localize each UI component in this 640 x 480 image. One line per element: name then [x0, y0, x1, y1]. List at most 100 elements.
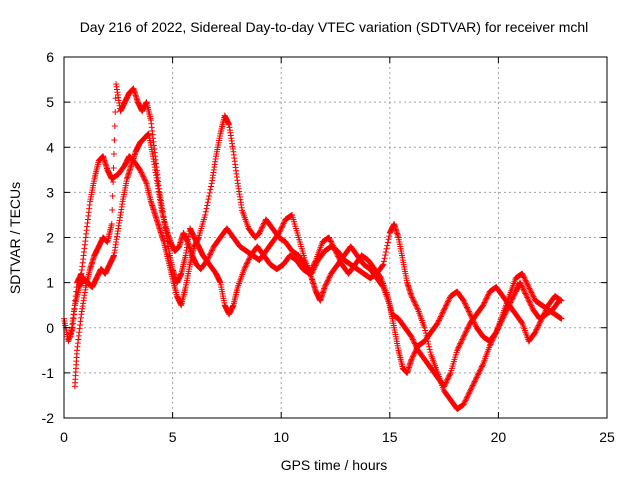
data-point [202, 208, 209, 215]
data-point [465, 324, 472, 331]
data-point [510, 294, 517, 301]
data-point [461, 332, 468, 339]
data-point [523, 280, 530, 287]
data-point [206, 189, 213, 196]
data-point [412, 301, 419, 308]
data-point [478, 363, 485, 370]
data-point [484, 292, 491, 299]
data-point [444, 299, 451, 306]
data-point [326, 273, 333, 280]
data-point [446, 295, 453, 302]
data-point [410, 337, 417, 344]
data-point [337, 258, 344, 265]
data-point [324, 278, 331, 285]
data-point [543, 306, 550, 313]
data-point [558, 297, 565, 304]
data-point [460, 333, 467, 340]
data-point [458, 339, 465, 346]
data-point [457, 340, 464, 347]
data-point [478, 364, 485, 371]
data-point [110, 151, 117, 158]
data-point [108, 220, 115, 227]
data-point [206, 192, 213, 199]
data-point [467, 311, 474, 318]
data-point [410, 352, 417, 359]
data-point [442, 380, 449, 387]
data-point [413, 303, 420, 310]
data-point [475, 370, 482, 377]
data-point [426, 343, 433, 350]
data-point [110, 165, 117, 172]
data-point [137, 168, 144, 175]
axis-ticks [63, 56, 608, 419]
data-point [259, 224, 266, 231]
data-point [204, 202, 211, 209]
x-axis-label: GPS time / hours [281, 457, 388, 473]
data-point [411, 339, 418, 346]
data-point [461, 299, 468, 306]
data-point [307, 269, 314, 276]
data-point [206, 251, 213, 258]
data-point [474, 373, 481, 380]
data-point [408, 293, 415, 300]
data-point [465, 390, 472, 397]
data-point [519, 271, 526, 278]
data-point [138, 169, 145, 176]
data-point [471, 378, 478, 385]
data-point [384, 239, 391, 246]
data-point [463, 304, 470, 311]
grid-lines [64, 57, 607, 418]
data-point [435, 317, 442, 324]
data-point [464, 305, 471, 312]
data-point [306, 270, 313, 277]
data-point [381, 255, 388, 262]
data-point [256, 229, 263, 236]
data-point [422, 327, 429, 334]
data-point [542, 307, 549, 314]
data-point [241, 266, 248, 273]
x-tick-label: 20 [491, 429, 507, 445]
data-point [539, 314, 546, 321]
data-point [529, 290, 536, 297]
data-point [326, 274, 333, 281]
data-point [477, 366, 484, 373]
data-point [524, 281, 531, 288]
data-point [534, 325, 541, 332]
data-point [540, 313, 547, 320]
data-point [460, 297, 467, 304]
data-point [426, 346, 433, 353]
data-point [532, 327, 539, 334]
data-point [558, 315, 565, 322]
data-point [111, 123, 118, 130]
data-point [467, 386, 474, 393]
y-tick-label: -2 [42, 410, 55, 426]
data-point [409, 294, 416, 301]
data-point [526, 299, 533, 306]
y-tick-label: -1 [42, 365, 55, 381]
data-point [524, 294, 531, 301]
data-point [276, 228, 283, 235]
data-point [409, 295, 416, 302]
data-point [541, 310, 548, 317]
data-point [517, 280, 524, 287]
data-point [408, 356, 415, 363]
data-point [411, 350, 418, 357]
data-point [446, 372, 453, 379]
data-point [258, 225, 265, 232]
data-point [527, 288, 534, 295]
data-point [328, 239, 335, 246]
x-tick-label: 15 [382, 429, 398, 445]
data-point [204, 199, 211, 206]
data-point [521, 287, 528, 294]
data-point [333, 249, 340, 256]
data-point [202, 211, 209, 218]
data-point [459, 335, 466, 342]
x-tick-label: 10 [273, 429, 289, 445]
data-point [280, 220, 287, 227]
data-point [518, 282, 525, 289]
axis-tick-labels: 0 5 10 15 20 25 -2 -1 0 1 2 3 4 5 6 [42, 49, 615, 445]
data-point [409, 336, 416, 343]
data-point [208, 248, 215, 255]
data-point [337, 257, 344, 264]
data-point [462, 397, 469, 404]
